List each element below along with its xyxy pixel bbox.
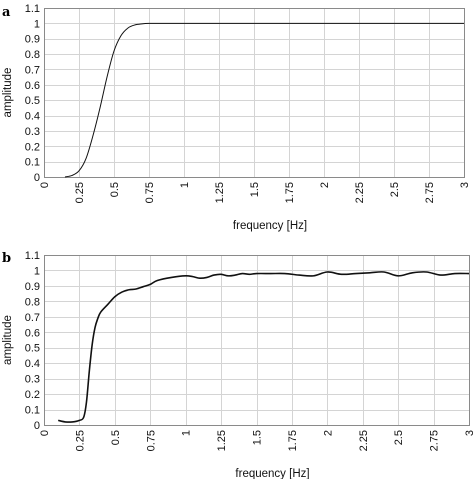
y-tick-label: 0 (34, 172, 40, 184)
y-tick-label: 0.6 (25, 80, 40, 92)
x-axis-title: frequency [Hz] (233, 220, 307, 232)
y-tick-label: 0.9 (25, 281, 40, 293)
x-axis-title: frequency [Hz] (235, 468, 309, 479)
y-tick-label: 0.7 (25, 64, 40, 76)
plot-frame (44, 8, 465, 178)
x-tick-label: 1.5 (249, 182, 261, 197)
chart-panel-a: 0 0.1 0.2 0.3 0.4 0.5 0.6 0.7 0.8 0.9 1 1.1 0 0.25 0.… (2, 3, 471, 232)
y-axis-title: amplitude (2, 68, 14, 118)
x-tick-label: 2.75 (424, 182, 436, 203)
x-tick-label: 0.5 (109, 182, 121, 197)
y-tick-label: 0.9 (25, 34, 40, 46)
x-tick-label: 0.5 (110, 430, 122, 445)
x-tick-label: 1.75 (287, 430, 299, 451)
y-tick-label: 0.4 (25, 111, 40, 123)
x-tick-label: 3 (464, 430, 474, 436)
x-tick-label: 0.25 (74, 182, 86, 203)
x-tick-label: 1 (179, 182, 191, 188)
series-line (64, 22, 205, 178)
x-tick-label: 2.75 (429, 430, 441, 451)
y-tick-label: 0.2 (25, 389, 40, 401)
series-line (57, 271, 470, 423)
x-tick-label: 2.5 (393, 430, 405, 445)
x-tick-label: 0.25 (74, 430, 86, 451)
x-tick-label: 1.5 (252, 430, 264, 445)
y-tick-label: 1.1 (25, 250, 40, 262)
y-tick-label: 1 (34, 265, 40, 277)
y-tick-label: 0.2 (25, 141, 40, 153)
y-tick-label: 0.8 (25, 49, 40, 61)
x-tick-label: 3 (459, 182, 471, 188)
x-tick-labels: 0 0.25 0.5 0.75 1 1.25 1.5 1.75 2 2.25 2.5 2.75 3 (39, 182, 471, 203)
y-tick-label: 0.6 (25, 327, 40, 339)
y-tick-label: 0.8 (25, 296, 40, 308)
y-tick-label: 0.5 (25, 343, 40, 355)
x-tick-label: 1.25 (216, 430, 228, 451)
x-tick-label: 0.75 (144, 182, 156, 203)
gridlines (44, 255, 470, 426)
y-tick-label: 0.5 (25, 95, 40, 107)
y-tick-label: 1.1 (25, 3, 40, 15)
x-tick-label: 1.75 (284, 182, 296, 203)
x-tick-label: 2.25 (358, 430, 370, 451)
x-tick-label: 0 (39, 430, 51, 436)
x-tick-label: 2.25 (354, 182, 366, 203)
y-axis-title: amplitude (2, 315, 14, 365)
x-tick-label: 2.5 (389, 182, 401, 197)
x-tick-label: 0.75 (145, 430, 157, 451)
y-tick-label: 0.3 (25, 126, 40, 138)
y-tick-label: 1 (34, 18, 40, 30)
x-tick-label: 0 (39, 182, 51, 188)
series-lines (64, 22, 464, 178)
y-tick-labels: 0 0.1 0.2 0.3 0.4 0.5 0.6 0.7 0.8 0.9 1 1.1 (25, 250, 40, 432)
y-tick-label: 0.3 (25, 374, 40, 386)
x-tick-label: 2 (319, 182, 331, 188)
plot-frame (44, 255, 470, 426)
y-tick-label: 0.1 (25, 157, 40, 169)
panel-label: a (2, 5, 11, 20)
x-tick-label: 1 (181, 430, 193, 436)
y-tick-label: 0.1 (25, 405, 40, 417)
y-tick-label: 0 (34, 420, 40, 432)
y-tick-label: 0.4 (25, 358, 40, 370)
gridlines (44, 8, 465, 178)
chart-panel-b: 0 0.1 0.2 0.3 0.4 0.5 0.6 0.7 0.8 0.9 1 1.1 0 0.25 0.… (2, 250, 474, 479)
x-tick-labels: 0 0.25 0.5 0.75 1 1.25 1.5 1.75 2 2.25 2.5 2.75 3 (39, 430, 474, 451)
panel-label: b (2, 251, 11, 266)
x-tick-label: 2 (322, 430, 334, 436)
y-tick-label: 0.7 (25, 312, 40, 324)
y-tick-labels: 0 0.1 0.2 0.3 0.4 0.5 0.6 0.7 0.8 0.9 1 1.1 (25, 3, 40, 184)
series-lines (57, 271, 470, 423)
x-tick-label: 1.25 (214, 182, 226, 203)
